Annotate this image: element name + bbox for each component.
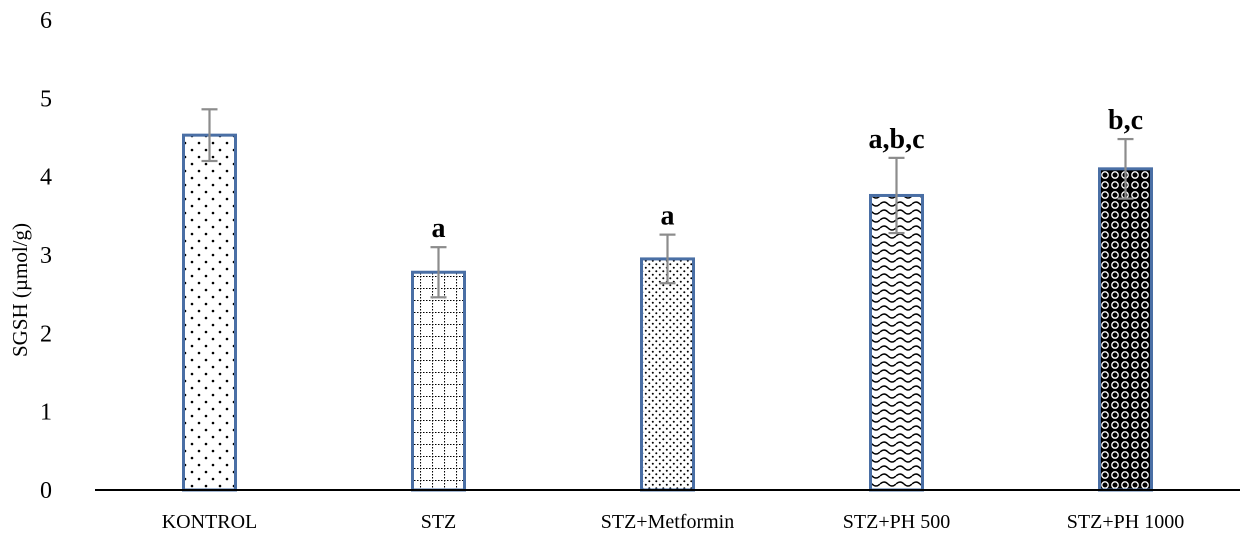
y-tick-label: 2 <box>40 321 52 347</box>
y-tick-label: 6 <box>40 8 52 34</box>
error-bar <box>201 108 218 163</box>
bar <box>640 257 695 492</box>
x-category-label: STZ+Metformin <box>601 511 735 533</box>
error-bar <box>888 156 905 235</box>
bar <box>869 193 924 492</box>
significance-label: a,b,c <box>869 124 925 155</box>
y-axis-ticks: 0 1 2 3 4 5 6 <box>40 8 52 504</box>
bar <box>1098 167 1153 492</box>
significance-labels: a a a,b,c b,c <box>432 105 1144 244</box>
y-axis-label: SGSH (µmol/g) <box>8 223 32 357</box>
x-category-label: STZ+PH 500 <box>843 511 950 533</box>
y-tick-label: 1 <box>40 400 52 426</box>
error-bars <box>201 108 1134 299</box>
y-tick-label: 4 <box>40 165 52 191</box>
y-tick-label: 5 <box>40 86 52 112</box>
significance-label: b,c <box>1108 105 1143 136</box>
y-tick-label: 0 <box>40 478 52 504</box>
x-category-label: KONTROL <box>162 511 258 533</box>
significance-label: a <box>432 213 446 244</box>
error-bar <box>430 246 447 299</box>
error-bar <box>1117 137 1134 200</box>
bars <box>182 133 1153 492</box>
bar <box>411 270 466 492</box>
bar <box>182 133 237 492</box>
y-tick-label: 3 <box>40 243 52 269</box>
x-category-label: STZ <box>421 511 457 533</box>
x-axis-categories: KONTROL STZ STZ+Metformin STZ+PH 500 STZ+PH … <box>162 511 1184 533</box>
x-category-label: STZ+PH 1000 <box>1067 511 1184 533</box>
significance-label: a <box>661 201 675 232</box>
error-bar <box>659 233 676 285</box>
